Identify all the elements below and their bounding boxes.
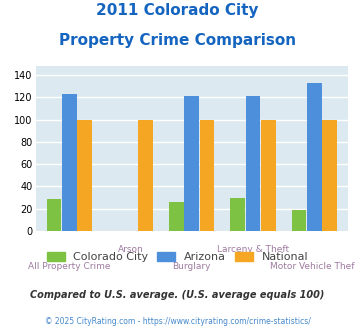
Bar xyxy=(200,119,214,231)
Bar xyxy=(62,94,77,231)
Text: Arson: Arson xyxy=(118,245,143,254)
Text: Motor Vehicle Theft: Motor Vehicle Theft xyxy=(270,262,355,271)
Text: Burglary: Burglary xyxy=(173,262,211,271)
Bar xyxy=(184,96,199,231)
Bar xyxy=(261,119,275,231)
Bar xyxy=(77,119,92,231)
Text: Property Crime Comparison: Property Crime Comparison xyxy=(59,33,296,48)
Text: All Property Crime: All Property Crime xyxy=(28,262,110,271)
Bar xyxy=(47,199,61,231)
Bar xyxy=(322,119,337,231)
Legend: Colorado City, Arizona, National: Colorado City, Arizona, National xyxy=(42,248,313,267)
Bar xyxy=(138,119,153,231)
Text: 2011 Colorado City: 2011 Colorado City xyxy=(96,3,259,18)
Bar xyxy=(230,198,245,231)
Bar xyxy=(291,210,306,231)
Bar xyxy=(307,83,322,231)
Text: Larceny & Theft: Larceny & Theft xyxy=(217,245,289,254)
Bar xyxy=(169,202,184,231)
Text: © 2025 CityRating.com - https://www.cityrating.com/crime-statistics/: © 2025 CityRating.com - https://www.city… xyxy=(45,317,310,326)
Bar xyxy=(246,96,260,231)
Text: Compared to U.S. average. (U.S. average equals 100): Compared to U.S. average. (U.S. average … xyxy=(30,290,325,300)
